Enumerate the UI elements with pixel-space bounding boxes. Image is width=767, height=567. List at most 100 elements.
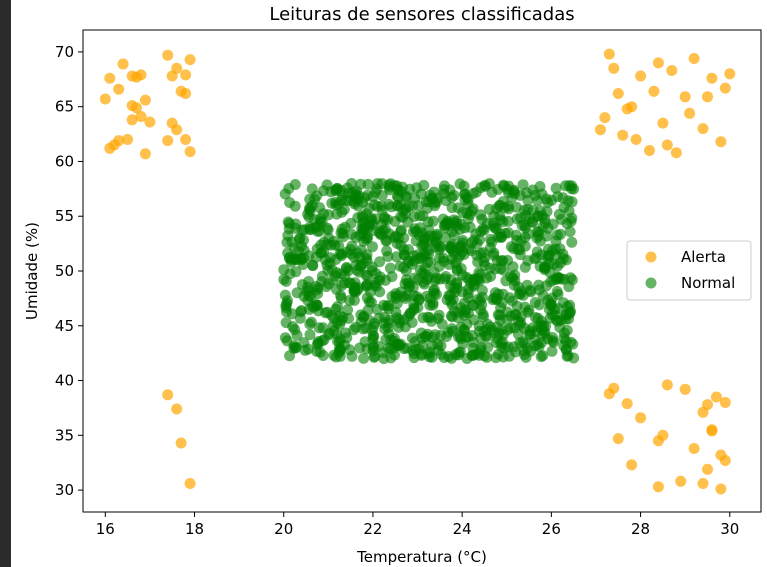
point-alerta — [657, 429, 669, 441]
point-normal — [304, 329, 316, 341]
point-normal — [564, 226, 576, 238]
point-normal — [524, 329, 535, 340]
point-normal — [393, 321, 404, 333]
point-normal — [546, 194, 558, 206]
point-normal — [505, 322, 517, 334]
point-normal — [497, 255, 509, 267]
point-normal — [546, 245, 558, 257]
point-normal — [477, 308, 489, 320]
point-normal — [474, 295, 486, 307]
point-normal — [541, 206, 553, 217]
point-normal — [355, 309, 367, 321]
y-axis-title: Umidade (%) — [23, 222, 41, 320]
point-alerta — [180, 69, 192, 81]
point-alerta — [180, 134, 192, 145]
point-normal — [316, 216, 328, 228]
point-normal — [426, 331, 438, 343]
point-normal — [336, 250, 348, 262]
point-normal — [472, 256, 484, 268]
x-tick-label: 28 — [631, 520, 650, 538]
chart-title: Leituras de sensores classificadas — [269, 4, 574, 25]
point-alerta — [652, 481, 664, 493]
point-normal — [383, 303, 394, 315]
point-normal — [468, 314, 480, 326]
point-normal — [446, 299, 458, 311]
point-normal — [385, 334, 397, 346]
point-normal — [556, 213, 567, 225]
point-normal — [451, 265, 463, 277]
point-normal — [476, 213, 488, 225]
point-normal — [424, 299, 436, 311]
point-normal — [348, 324, 360, 336]
point-normal — [491, 293, 503, 305]
point-normal — [443, 351, 455, 362]
point-normal — [561, 350, 573, 362]
point-alerta — [635, 412, 647, 424]
point-normal — [424, 351, 435, 363]
x-axis-title: Temperatura (°C) — [356, 548, 487, 566]
point-normal — [488, 249, 499, 261]
point-normal — [550, 182, 562, 194]
point-alerta — [131, 102, 142, 114]
point-alerta — [715, 136, 727, 148]
point-normal — [352, 282, 364, 294]
point-alerta — [724, 68, 736, 80]
point-normal — [490, 337, 502, 349]
point-normal — [479, 179, 491, 191]
point-normal — [514, 337, 526, 349]
point-alerta — [706, 424, 718, 436]
point-alerta — [184, 478, 196, 489]
point-alerta — [697, 406, 709, 418]
x-tick-label: 20 — [274, 520, 293, 538]
point-normal — [447, 325, 459, 337]
point-normal — [462, 193, 474, 205]
point-normal — [311, 190, 323, 202]
point-normal — [523, 304, 535, 316]
point-normal — [427, 215, 439, 227]
point-normal — [379, 213, 391, 225]
point-alerta — [599, 112, 611, 124]
y-tick-label: 70 — [55, 43, 74, 61]
point-normal — [455, 321, 467, 333]
point-normal — [289, 200, 301, 212]
point-alerta — [715, 483, 727, 495]
point-normal — [535, 235, 546, 247]
point-normal — [367, 330, 379, 342]
point-alerta — [162, 135, 174, 147]
point-normal — [464, 221, 476, 233]
y-tick-label: 45 — [55, 317, 74, 335]
point-normal — [518, 204, 530, 216]
point-normal — [448, 189, 460, 201]
point-normal — [419, 231, 431, 243]
point-alerta — [679, 91, 691, 103]
point-alerta — [162, 49, 174, 61]
point-normal — [378, 353, 390, 365]
point-normal — [477, 223, 489, 235]
point-alerta — [675, 475, 687, 487]
point-normal — [342, 265, 354, 277]
point-normal — [563, 308, 575, 320]
point-normal — [369, 350, 381, 362]
point-normal — [547, 332, 558, 343]
point-alerta — [702, 91, 713, 103]
point-normal — [280, 317, 292, 329]
point-normal — [358, 224, 370, 236]
point-normal — [279, 289, 291, 301]
point-normal — [566, 236, 578, 248]
point-normal — [489, 263, 501, 275]
point-alerta — [608, 62, 620, 74]
point-normal — [305, 316, 317, 328]
point-alerta — [117, 58, 129, 70]
point-alerta — [175, 437, 187, 449]
point-alerta — [612, 88, 624, 99]
point-normal — [534, 181, 546, 192]
x-tick-label: 24 — [453, 520, 472, 538]
point-normal — [566, 196, 578, 208]
point-alerta — [180, 88, 192, 99]
point-alerta — [710, 391, 722, 403]
point-normal — [284, 268, 296, 280]
point-alerta — [104, 142, 116, 154]
point-normal — [298, 234, 309, 246]
point-normal — [346, 240, 358, 252]
point-normal — [535, 351, 547, 363]
